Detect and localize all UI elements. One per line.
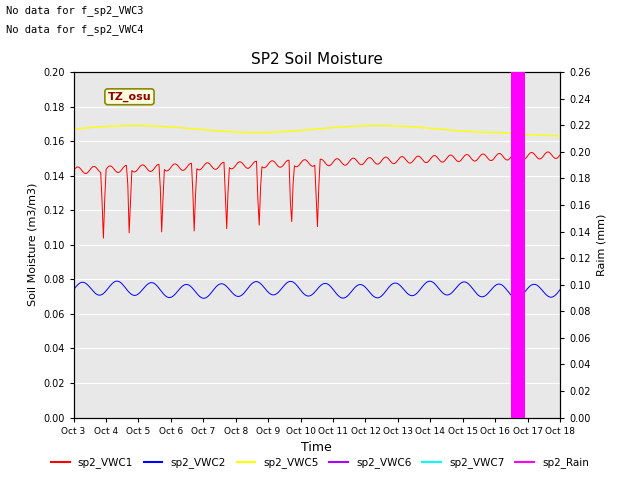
Y-axis label: Raim (mm): Raim (mm) bbox=[596, 214, 606, 276]
Text: No data for f_sp2_VWC3: No data for f_sp2_VWC3 bbox=[6, 5, 144, 16]
X-axis label: Time: Time bbox=[301, 441, 332, 454]
Text: TZ_osu: TZ_osu bbox=[108, 92, 151, 102]
Title: SP2 Soil Moisture: SP2 Soil Moisture bbox=[251, 52, 383, 67]
Text: No data for f_sp2_VWC4: No data for f_sp2_VWC4 bbox=[6, 24, 144, 35]
Legend: sp2_VWC1, sp2_VWC2, sp2_VWC5, sp2_VWC6, sp2_VWC7, sp2_Rain: sp2_VWC1, sp2_VWC2, sp2_VWC5, sp2_VWC6, … bbox=[47, 453, 593, 472]
Y-axis label: Soil Moisture (m3/m3): Soil Moisture (m3/m3) bbox=[28, 183, 38, 307]
Bar bbox=[511, 72, 525, 418]
